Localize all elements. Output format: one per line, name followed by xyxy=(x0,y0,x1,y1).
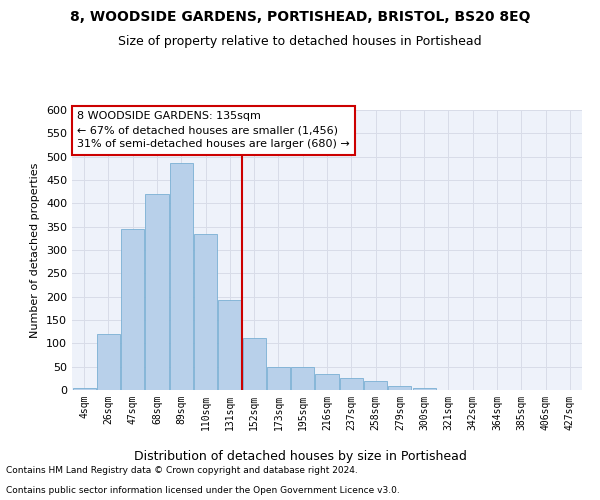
Bar xyxy=(316,374,338,390)
Bar xyxy=(413,388,436,390)
Bar xyxy=(364,380,387,390)
Y-axis label: Number of detached properties: Number of detached properties xyxy=(31,162,40,338)
Text: 8 WOODSIDE GARDENS: 135sqm
← 67% of detached houses are smaller (1,456)
31% of s: 8 WOODSIDE GARDENS: 135sqm ← 67% of deta… xyxy=(77,112,350,150)
Bar xyxy=(194,234,217,390)
Text: Size of property relative to detached houses in Portishead: Size of property relative to detached ho… xyxy=(118,35,482,48)
Bar xyxy=(267,366,290,390)
Bar xyxy=(170,162,193,390)
Bar xyxy=(145,194,169,390)
Text: 8, WOODSIDE GARDENS, PORTISHEAD, BRISTOL, BS20 8EQ: 8, WOODSIDE GARDENS, PORTISHEAD, BRISTOL… xyxy=(70,10,530,24)
Bar xyxy=(218,300,241,390)
Text: Contains public sector information licensed under the Open Government Licence v3: Contains public sector information licen… xyxy=(6,486,400,495)
Bar xyxy=(388,386,412,390)
Bar xyxy=(340,378,363,390)
Text: Distribution of detached houses by size in Portishead: Distribution of detached houses by size … xyxy=(134,450,466,463)
Bar xyxy=(121,229,144,390)
Text: Contains HM Land Registry data © Crown copyright and database right 2024.: Contains HM Land Registry data © Crown c… xyxy=(6,466,358,475)
Bar xyxy=(73,388,95,390)
Bar xyxy=(97,334,120,390)
Bar xyxy=(291,366,314,390)
Bar xyxy=(242,338,266,390)
